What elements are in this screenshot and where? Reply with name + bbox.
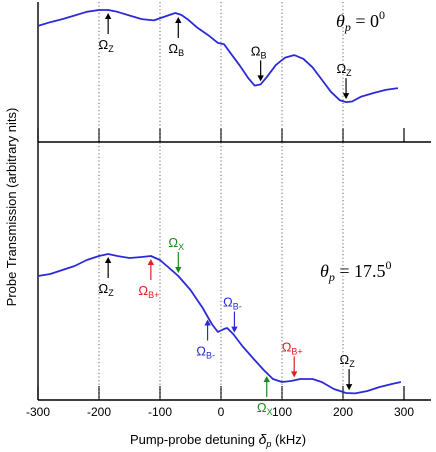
annotation-arrow-head: [345, 384, 353, 391]
series-layer: [37, 9, 402, 395]
annotation-omega: Ω: [257, 400, 267, 415]
theta-superscript: 0: [379, 8, 385, 22]
annotation-label: ΩB-: [196, 344, 215, 361]
annotation-label: ΩZ: [99, 37, 115, 54]
annotation-arrow-head: [257, 75, 264, 82]
annotation-subscript: B: [261, 50, 267, 60]
grid-lines: [98, 2, 344, 400]
series-line-bottom: [37, 253, 402, 395]
annotation-arrow-head: [104, 13, 112, 19]
annotation-label: ΩB: [168, 41, 184, 58]
annotation-omega: Ω: [168, 235, 178, 250]
annotation-omega: Ω: [99, 281, 109, 296]
x-axis-label-symbol: δ: [259, 431, 267, 447]
theta-symbol: θ: [336, 11, 345, 31]
x-tick-label: -100: [148, 405, 172, 419]
annotation-label: ΩB+: [138, 283, 159, 300]
annotation-arrow-head: [291, 371, 298, 378]
y-axis-label: Probe Transmission (arbitrary nits): [4, 108, 19, 307]
annotation-label: ΩB: [251, 43, 267, 60]
theta-value: = 17.5: [335, 261, 386, 281]
annotation-arrow-head: [104, 257, 112, 263]
annotation-omega: Ω: [138, 283, 148, 298]
annotation-omega: Ω: [223, 295, 233, 310]
annotation-omega: Ω: [99, 37, 109, 52]
annotation-subscript: Z: [346, 68, 352, 78]
annotation-subscript: Z: [349, 359, 355, 369]
annotation-label: ΩX: [257, 400, 273, 417]
annotation-omega: Ω: [282, 339, 292, 354]
x-tick-label: 0: [218, 405, 225, 419]
annotation-arrow-head: [175, 267, 182, 273]
x-tick-label: -300: [26, 405, 50, 419]
x-axis-label-unit: (kHz): [271, 432, 306, 447]
annotation-arrow-head: [147, 259, 155, 265]
annotation-label: ΩB-: [223, 295, 242, 312]
x-axis-label-text: Pump-probe detuning: [130, 432, 259, 447]
annotation-arrow-head: [204, 319, 211, 326]
x-axis-label: Pump-probe detuning δp (kHz): [130, 431, 306, 449]
theta-value: = 0: [351, 11, 379, 31]
annotation-label: ΩZ: [336, 61, 352, 78]
annotation-subscript: Z: [108, 44, 114, 54]
annotation-omega: Ω: [196, 344, 206, 359]
annotation-arrow-head: [231, 326, 238, 333]
annotation-subscript: B: [178, 48, 184, 58]
x-axis-label-subscript: p: [265, 439, 271, 449]
x-tick-label: 100: [272, 405, 292, 419]
annotation-subscript: B+: [291, 346, 302, 356]
annotation-arrow-head: [175, 16, 182, 23]
annotation-label: ΩZ: [99, 281, 115, 298]
theta-superscript: 0: [386, 258, 392, 272]
annotation-subscript: X: [267, 407, 273, 417]
annotation-omega: Ω: [336, 61, 346, 76]
annotation-subscript: Z: [108, 288, 114, 298]
x-tick-label: 200: [333, 405, 353, 419]
annotation-omega: Ω: [251, 43, 261, 58]
annotation-label: ΩZ: [339, 352, 355, 369]
annotation-label: ΩX: [168, 235, 184, 252]
annotation-subscript: X: [178, 242, 184, 252]
theta-label-top: θp = 00: [336, 8, 385, 34]
annotation-omega: Ω: [339, 352, 349, 367]
annotation-omega: Ω: [168, 41, 178, 56]
theta-subscript: p: [328, 270, 335, 284]
series-line-top: [37, 9, 399, 103]
axes-frame: [37, 2, 431, 401]
theta-symbol: θ: [320, 261, 329, 281]
annotation-subscript: B-: [206, 351, 215, 361]
annotation-subscript: B+: [148, 290, 159, 300]
annotation-arrow-head: [342, 93, 350, 100]
annotation-arrow-head: [263, 376, 270, 382]
x-tick-label: 300: [394, 405, 414, 419]
x-tick-label: -200: [87, 405, 111, 419]
annotation-subscript: B-: [233, 302, 242, 312]
annotation-label: ΩB+: [282, 339, 303, 356]
theta-label-bottom: θp = 17.50: [320, 258, 392, 284]
theta-subscript: p: [344, 20, 351, 34]
